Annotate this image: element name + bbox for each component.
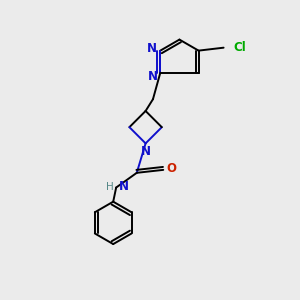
Text: N: N [119, 180, 129, 193]
Text: H: H [106, 182, 114, 192]
Text: O: O [167, 162, 176, 175]
Text: N: N [146, 42, 157, 55]
Text: N: N [141, 145, 151, 158]
Text: N: N [148, 70, 158, 83]
Text: Cl: Cl [233, 41, 246, 54]
